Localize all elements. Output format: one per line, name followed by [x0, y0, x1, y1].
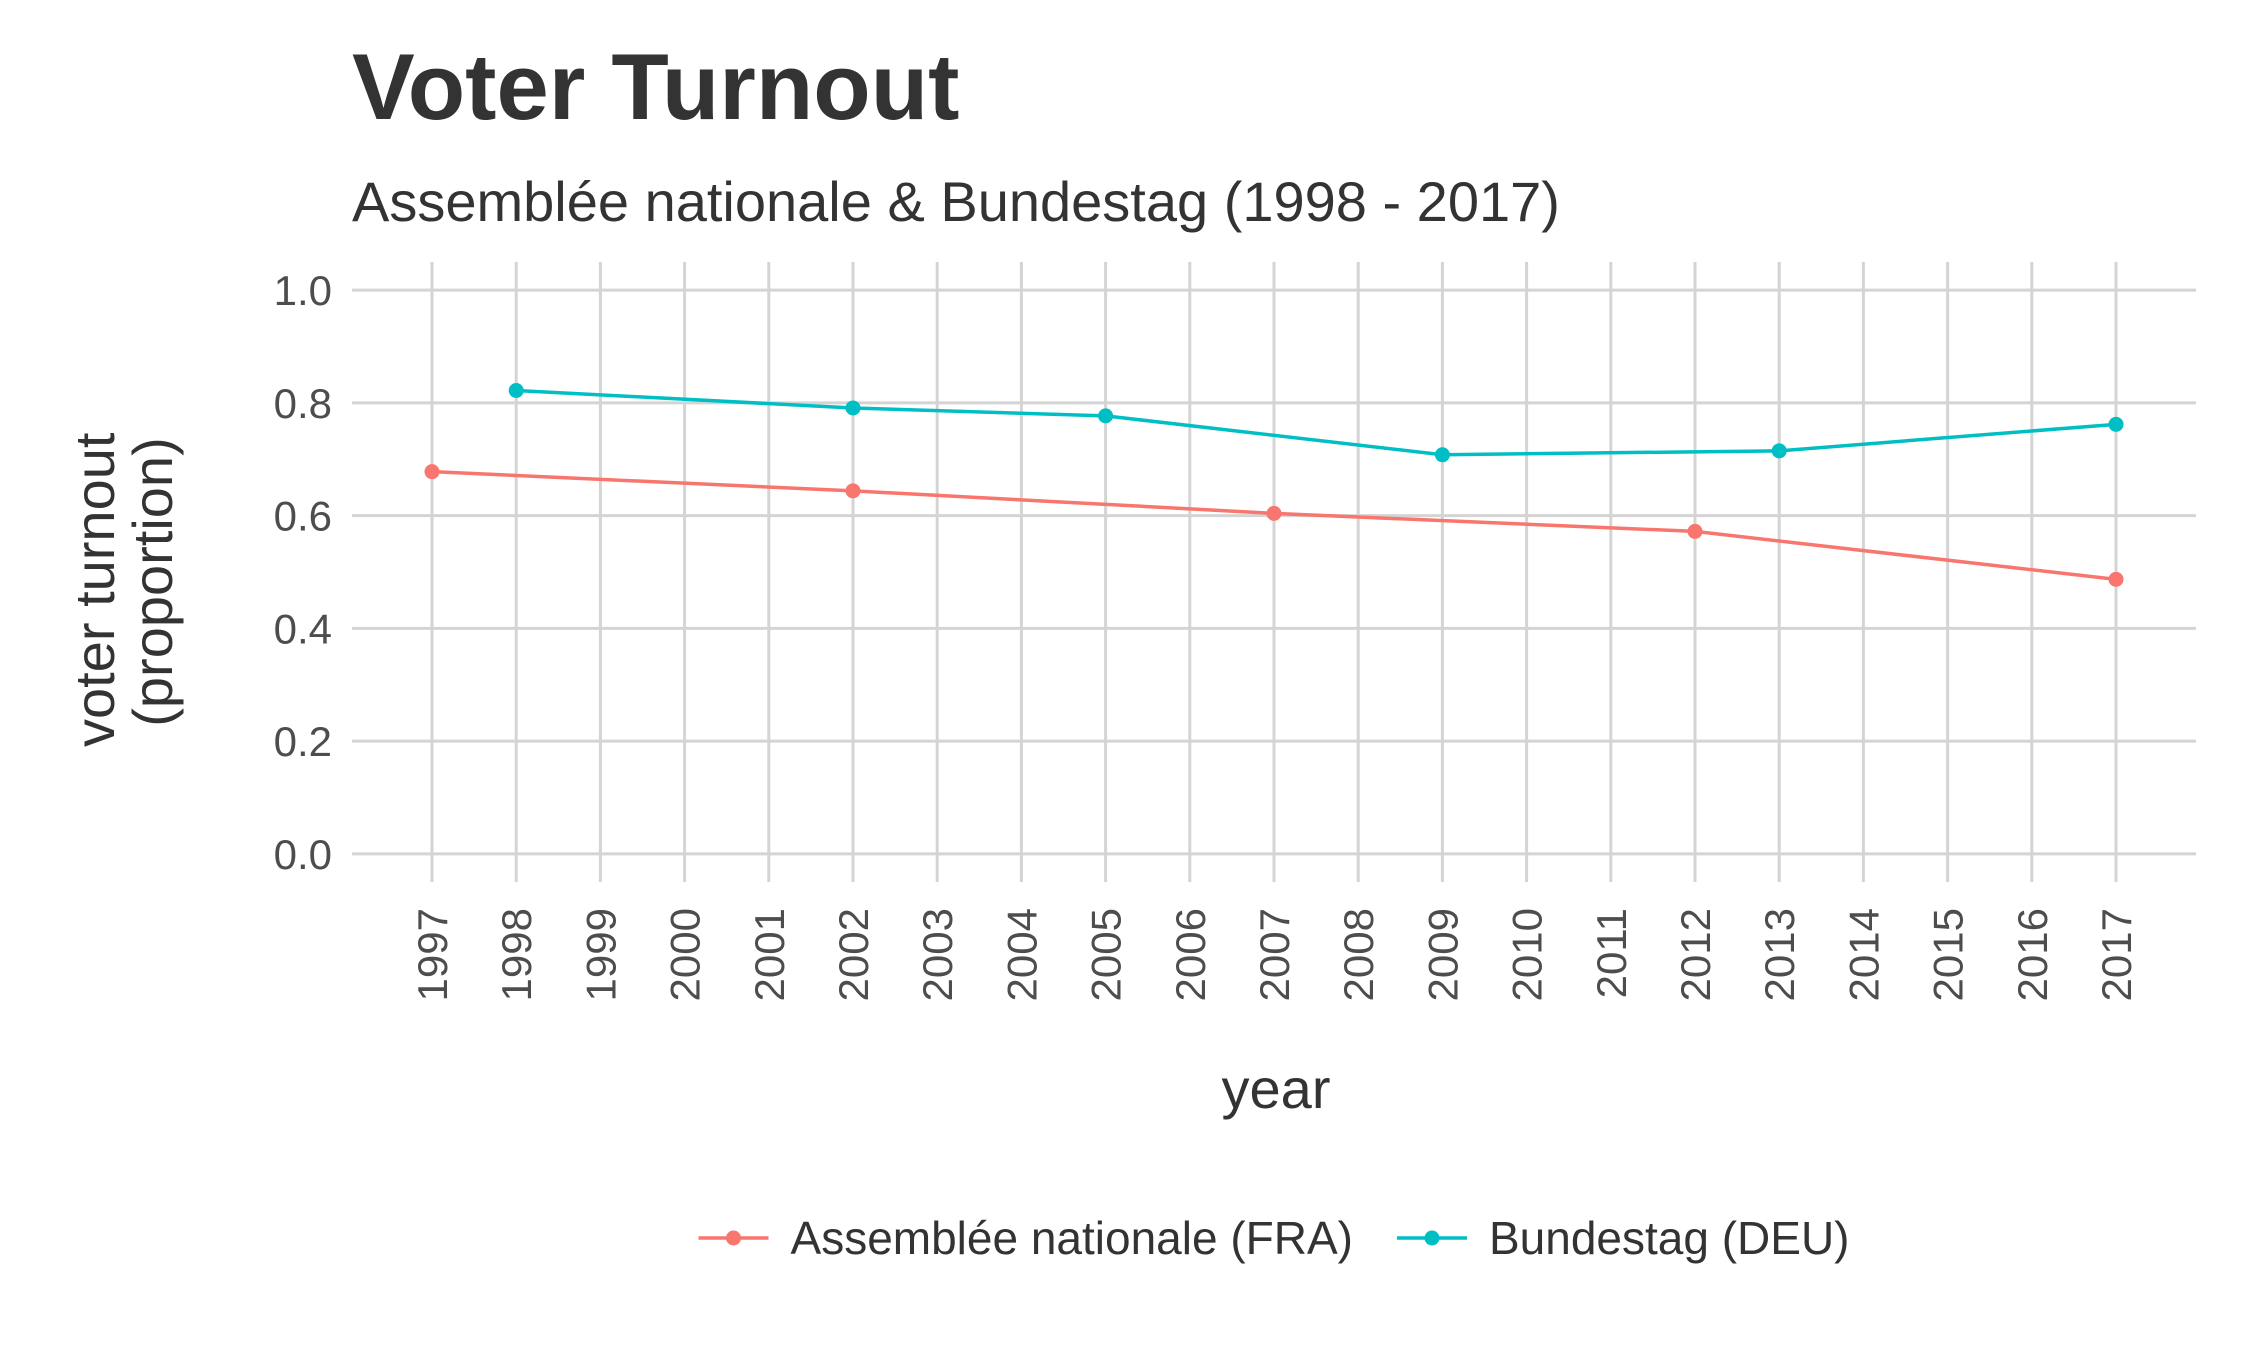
data-point — [1771, 443, 1787, 459]
x-tick-label: 2008 — [1335, 908, 1382, 1001]
legend-key-point — [1424, 1230, 1440, 1246]
x-axis-title: year — [1222, 1057, 1331, 1120]
data-point — [1266, 505, 1282, 521]
data-point — [1687, 523, 1703, 539]
chart-subtitle: Assemblée nationale & Bundestag (1998 - … — [352, 170, 1560, 233]
x-tick-label: 2011 — [1588, 908, 1635, 998]
x-tick-label: 2010 — [1504, 908, 1551, 1001]
series-line-1 — [516, 388, 2117, 457]
x-tick-label: 2006 — [1167, 908, 1214, 1001]
y-tick-label: 0.8 — [274, 380, 332, 427]
data-point — [2108, 571, 2124, 587]
x-axis-ticks: 1997 1998 1999 2000 2001 2002 2003 2004 2005 2006… — [409, 908, 2140, 1001]
y-tick-label: 0.0 — [274, 831, 332, 878]
legend-key-point — [726, 1230, 742, 1246]
y-tick-label: 0.2 — [274, 718, 332, 765]
x-tick-label: 2007 — [1251, 908, 1298, 1001]
data-point — [845, 483, 861, 499]
x-tick-label: 2003 — [914, 908, 961, 1001]
y-tick-label: 0.6 — [274, 493, 332, 540]
y-tick-label: 0.4 — [274, 605, 332, 652]
data-point — [1434, 447, 1450, 463]
x-tick-label: 2012 — [1672, 908, 1719, 1001]
y-tick-label: 1.0 — [274, 267, 332, 314]
x-tick-label: 2017 — [2093, 908, 2140, 1001]
data-point — [424, 464, 440, 480]
x-tick-label: 2009 — [1419, 908, 1466, 1001]
series-group — [424, 383, 2124, 587]
x-tick-label: 2005 — [1083, 908, 1130, 1001]
legend-label: Assemblée nationale (FRA) — [791, 1212, 1353, 1264]
x-tick-label: 2016 — [2009, 908, 2056, 1001]
data-point — [845, 400, 861, 416]
y-axis-title-line-1: voter turnout — [63, 432, 126, 747]
x-tick-label: 2013 — [1756, 908, 1803, 1001]
x-tick-label: 2015 — [1925, 908, 1972, 1001]
data-point — [508, 383, 524, 399]
y-axis-ticks: 0.0 0.2 0.4 0.6 0.8 1.0 — [274, 267, 332, 878]
x-tick-label: 1997 — [409, 908, 456, 1001]
grid — [352, 262, 2196, 882]
x-tick-label: 2000 — [662, 908, 709, 1001]
legend-label: Bundestag (DEU) — [1489, 1212, 1850, 1264]
x-tick-label: 2014 — [1840, 908, 1887, 1001]
y-axis-title: voter turnout (proportion) — [63, 417, 184, 747]
data-point — [1098, 408, 1114, 424]
y-axis-title-line-2: (proportion) — [121, 437, 184, 726]
x-tick-label: 2001 — [746, 908, 793, 1001]
x-tick-label: 2002 — [830, 908, 877, 1001]
data-point — [2108, 416, 2124, 432]
x-tick-label: 1998 — [493, 908, 540, 1001]
legend: Assemblée nationale (FRA) Bundestag (DEU) — [698, 1212, 1850, 1264]
chart-title: Voter Turnout — [352, 34, 960, 139]
x-tick-label: 1999 — [577, 908, 624, 1001]
x-tick-label: 2004 — [998, 908, 1045, 1001]
